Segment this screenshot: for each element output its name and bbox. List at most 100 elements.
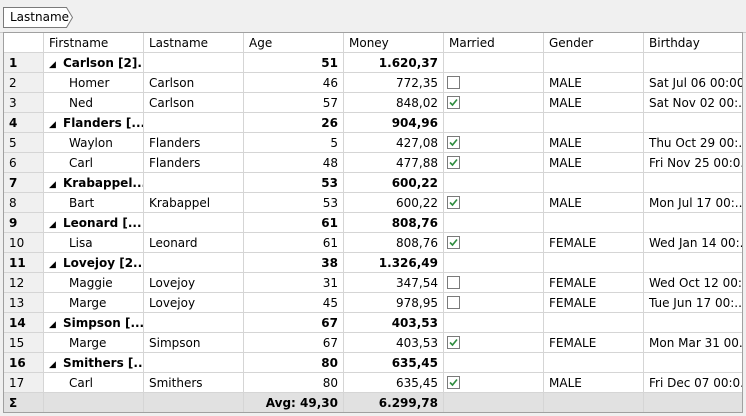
checkbox-icon[interactable] bbox=[447, 156, 460, 169]
cell-lastname[interactable]: Flanders bbox=[144, 133, 244, 153]
cell-firstname[interactable]: Marge bbox=[44, 293, 144, 313]
table-row[interactable]: 3 Ned Carlson 57 848,02 MALE Sat Nov 02 00:... bbox=[4, 93, 742, 113]
cell-lastname[interactable]: Krabappel bbox=[144, 193, 244, 213]
cell-married[interactable] bbox=[444, 313, 544, 333]
collapse-triangle-icon[interactable]: ◢ bbox=[49, 320, 56, 330]
cell-birthday[interactable]: Fri Nov 25 00:0... bbox=[644, 153, 742, 173]
cell-age[interactable]: 61 bbox=[244, 213, 344, 233]
cell-firstname[interactable]: Lisa bbox=[44, 233, 144, 253]
cell-married[interactable] bbox=[444, 333, 544, 353]
cell-money[interactable]: 427,08 bbox=[344, 133, 444, 153]
cell-married[interactable] bbox=[444, 93, 544, 113]
cell-birthday[interactable]: Mon Jul 17 00:... bbox=[644, 193, 742, 213]
cell-lastname[interactable]: Lovejoy bbox=[144, 273, 244, 293]
cell-birthday[interactable]: Sat Nov 02 00:... bbox=[644, 93, 742, 113]
group-row[interactable]: 1 ◢ Carlson [2]... 51 1.620,37 bbox=[4, 53, 742, 73]
table-row[interactable]: 15 Marge Simpson 67 403,53 FEMALE Mon Mar 31 0… bbox=[4, 333, 742, 353]
cell-firstname[interactable]: Ned bbox=[44, 93, 144, 113]
cell-lastname[interactable] bbox=[144, 313, 244, 333]
table-row[interactable]: 2 Homer Carlson 46 772,35 MALE Sat Jul 06 00:0… bbox=[4, 73, 742, 93]
cell-lastname[interactable] bbox=[144, 253, 244, 273]
collapse-triangle-icon[interactable]: ◢ bbox=[49, 360, 56, 370]
cell-birthday[interactable] bbox=[644, 53, 742, 73]
cell-gender[interactable]: FEMALE bbox=[544, 233, 644, 253]
cell-gender[interactable] bbox=[544, 253, 644, 273]
cell-gender[interactable]: FEMALE bbox=[544, 293, 644, 313]
cell-lastname[interactable] bbox=[144, 353, 244, 373]
column-header-money[interactable]: Money bbox=[344, 33, 444, 53]
group-row[interactable]: 7 ◢ Krabappel... 53 600,22 bbox=[4, 173, 742, 193]
cell-age[interactable]: 61 bbox=[244, 233, 344, 253]
cell-money[interactable]: 904,96 bbox=[344, 113, 444, 133]
checkbox-icon[interactable] bbox=[447, 196, 460, 209]
group-label-cell[interactable]: ◢ Lovejoy [2... bbox=[44, 253, 144, 273]
cell-age[interactable]: 31 bbox=[244, 273, 344, 293]
cell-money[interactable]: 808,76 bbox=[344, 213, 444, 233]
column-header-lastname[interactable]: Lastname bbox=[144, 33, 244, 53]
collapse-triangle-icon[interactable]: ◢ bbox=[49, 60, 56, 70]
group-label-cell[interactable]: ◢ Smithers [... bbox=[44, 353, 144, 373]
cell-money[interactable]: 600,22 bbox=[344, 193, 444, 213]
table-row[interactable]: 8 Bart Krabappel 53 600,22 MALE Mon Jul 17 00:… bbox=[4, 193, 742, 213]
cell-age[interactable]: 45 bbox=[244, 293, 344, 313]
cell-money[interactable]: 1.620,37 bbox=[344, 53, 444, 73]
cell-age[interactable]: 51 bbox=[244, 53, 344, 73]
collapse-triangle-icon[interactable]: ◢ bbox=[49, 180, 56, 190]
group-row[interactable]: 4 ◢ Flanders [... 26 904,96 bbox=[4, 113, 742, 133]
cell-married[interactable] bbox=[444, 233, 544, 253]
cell-birthday[interactable]: Wed Oct 12 00:... bbox=[644, 273, 742, 293]
group-label-cell[interactable]: ◢ Leonard [... bbox=[44, 213, 144, 233]
cell-firstname[interactable]: Homer bbox=[44, 73, 144, 93]
cell-firstname[interactable]: Maggie bbox=[44, 273, 144, 293]
cell-married[interactable] bbox=[444, 53, 544, 73]
checkbox-icon[interactable] bbox=[447, 236, 460, 249]
cell-gender[interactable]: MALE bbox=[544, 153, 644, 173]
cell-gender[interactable] bbox=[544, 213, 644, 233]
collapse-triangle-icon[interactable]: ◢ bbox=[49, 120, 56, 130]
cell-lastname[interactable]: Lovejoy bbox=[144, 293, 244, 313]
cell-lastname[interactable]: Flanders bbox=[144, 153, 244, 173]
cell-lastname[interactable] bbox=[144, 53, 244, 73]
cell-gender[interactable] bbox=[544, 353, 644, 373]
cell-gender[interactable] bbox=[544, 173, 644, 193]
table-row[interactable]: 17 Carl Smithers 80 635,45 MALE Fri Dec 07 00:… bbox=[4, 373, 742, 393]
column-header-gender[interactable]: Gender bbox=[544, 33, 644, 53]
column-header-birthday[interactable]: Birthday bbox=[644, 33, 742, 53]
cell-lastname[interactable] bbox=[144, 173, 244, 193]
cell-age[interactable]: 80 bbox=[244, 373, 344, 393]
cell-firstname[interactable]: Carl bbox=[44, 153, 144, 173]
group-label-cell[interactable]: ◢ Carlson [2]... bbox=[44, 53, 144, 73]
cell-gender[interactable]: MALE bbox=[544, 193, 644, 213]
cell-age[interactable]: 53 bbox=[244, 193, 344, 213]
checkbox-icon[interactable] bbox=[447, 136, 460, 149]
checkbox-icon[interactable] bbox=[447, 276, 460, 289]
cell-married[interactable] bbox=[444, 73, 544, 93]
cell-lastname[interactable]: Carlson bbox=[144, 73, 244, 93]
column-header-row[interactable]: Firstname Lastname Age Money Married Gender Bi… bbox=[4, 33, 742, 53]
cell-birthday[interactable] bbox=[644, 253, 742, 273]
cell-age[interactable]: 53 bbox=[244, 173, 344, 193]
cell-lastname[interactable]: Smithers bbox=[144, 373, 244, 393]
summary-row[interactable]: Σ Avg: 49,30 6.299,78 bbox=[4, 393, 742, 412]
cell-lastname[interactable] bbox=[144, 213, 244, 233]
cell-birthday[interactable]: Thu Oct 29 00:... bbox=[644, 133, 742, 153]
cell-firstname[interactable]: Waylon bbox=[44, 133, 144, 153]
cell-money[interactable]: 1.326,49 bbox=[344, 253, 444, 273]
cell-married[interactable] bbox=[444, 253, 544, 273]
group-row[interactable]: 14 ◢ Simpson [... 67 403,53 bbox=[4, 313, 742, 333]
cell-age[interactable]: 38 bbox=[244, 253, 344, 273]
checkbox-icon[interactable] bbox=[447, 336, 460, 349]
cell-money[interactable]: 635,45 bbox=[344, 373, 444, 393]
column-header-firstname[interactable]: Firstname bbox=[44, 33, 144, 53]
cell-money[interactable]: 403,53 bbox=[344, 333, 444, 353]
cell-firstname[interactable]: Carl bbox=[44, 373, 144, 393]
group-label-cell[interactable]: ◢ Krabappel... bbox=[44, 173, 144, 193]
checkbox-icon[interactable] bbox=[447, 76, 460, 89]
cell-lastname[interactable]: Carlson bbox=[144, 93, 244, 113]
cell-age[interactable]: 67 bbox=[244, 333, 344, 353]
cell-money[interactable]: 635,45 bbox=[344, 353, 444, 373]
column-header-age[interactable]: Age bbox=[244, 33, 344, 53]
table-row[interactable]: 12 Maggie Lovejoy 31 347,54 FEMALE Wed Oct 12 … bbox=[4, 273, 742, 293]
cell-lastname[interactable]: Simpson bbox=[144, 333, 244, 353]
cell-money[interactable]: 978,95 bbox=[344, 293, 444, 313]
